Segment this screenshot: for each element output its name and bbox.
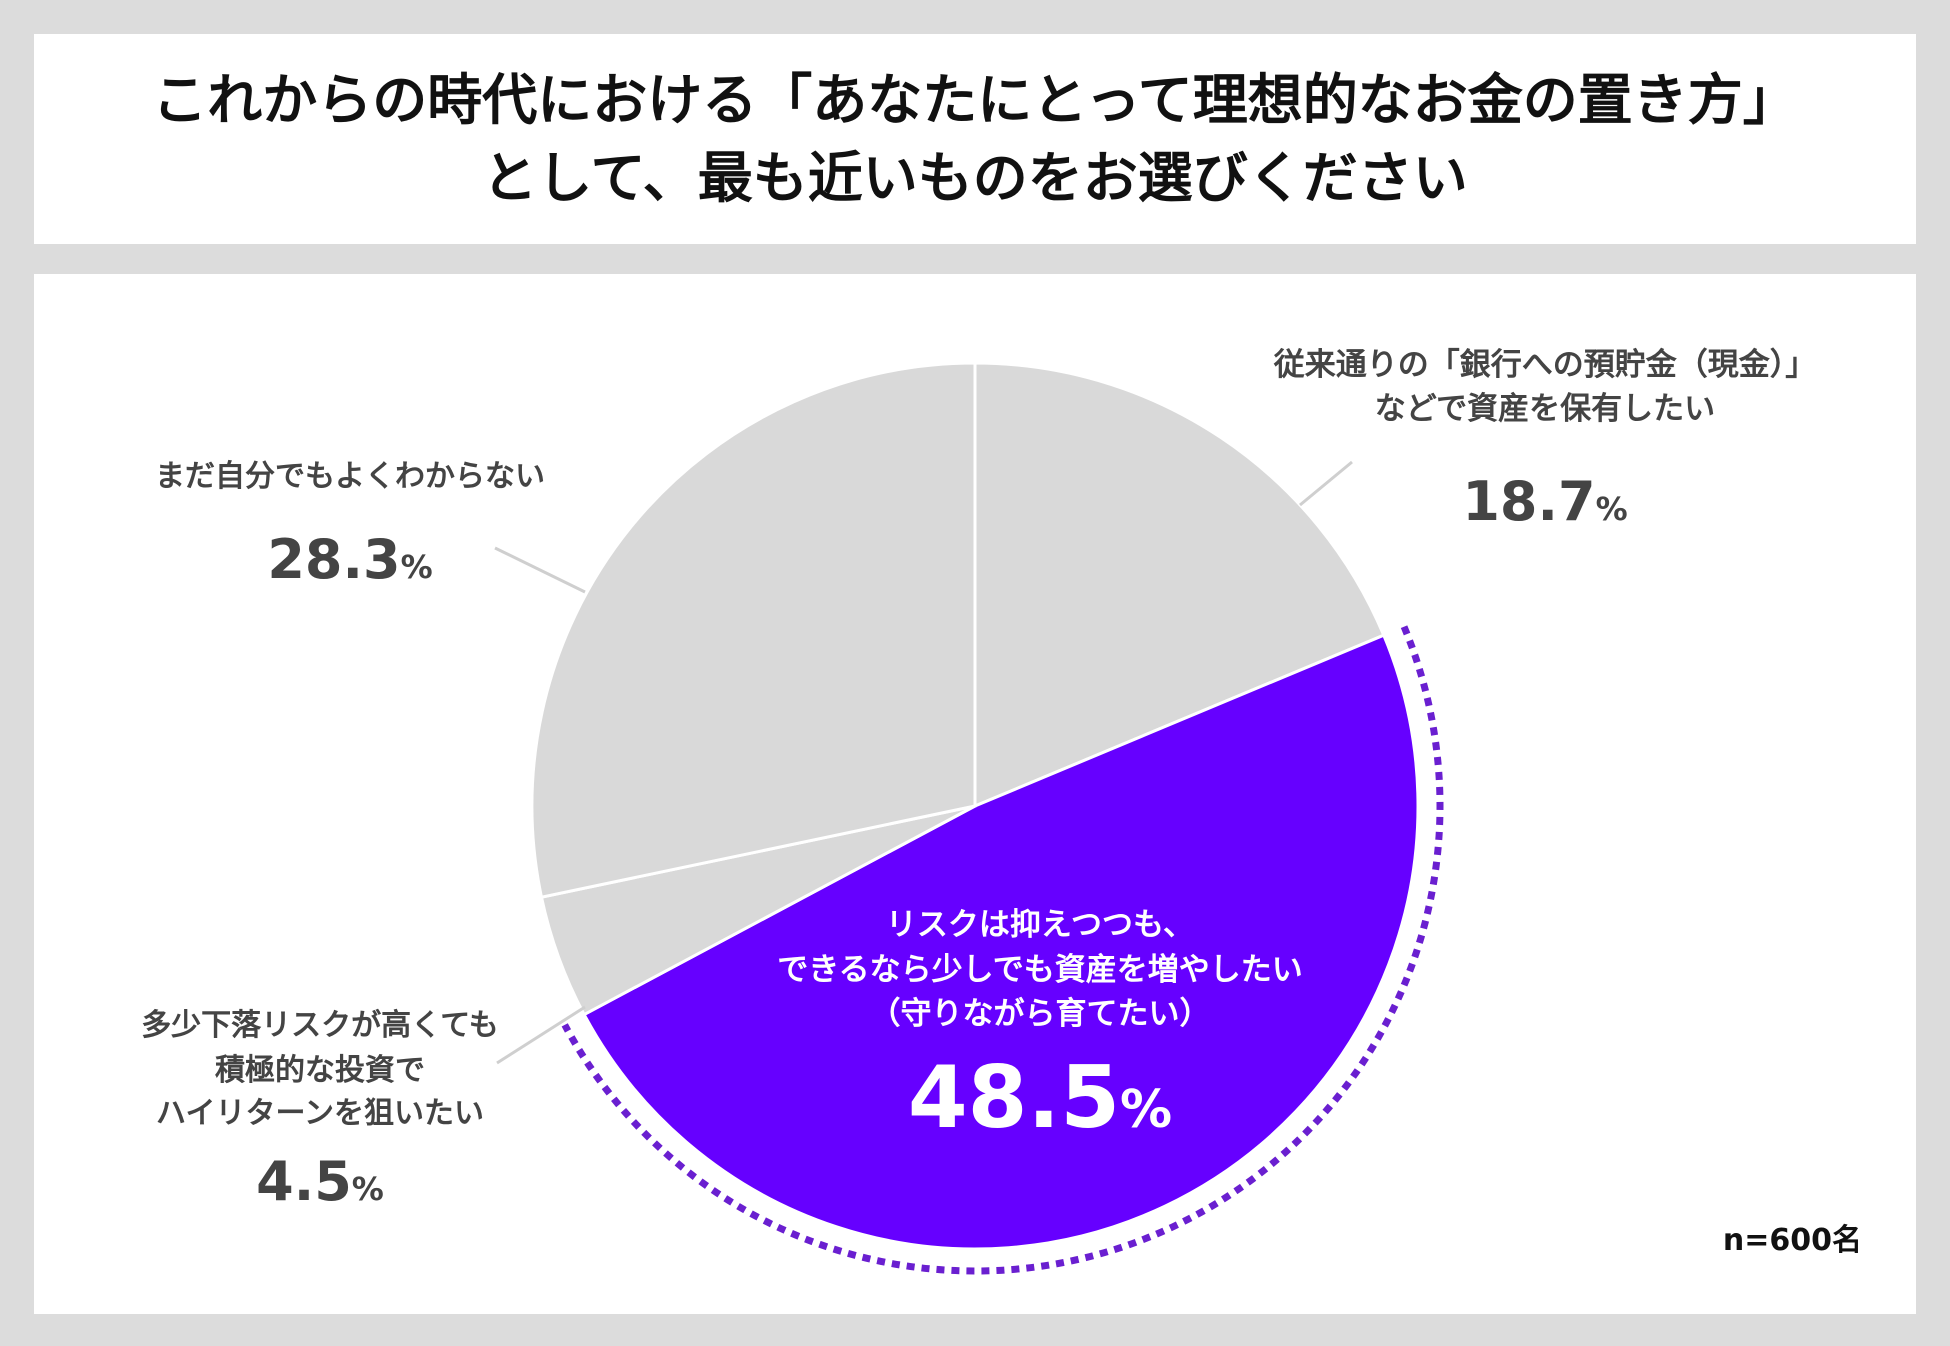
leader-line-bank-savings bbox=[1299, 460, 1353, 507]
title-line-1: これからの時代における「あなたにとって理想的なお金の置き方」 bbox=[152, 68, 1798, 132]
title-line-2: として、最も近いものをお選びください bbox=[482, 146, 1468, 210]
slice-label-bank-savings: などで資産を保有したい bbox=[1375, 391, 1715, 427]
sample-size-note: n=600名 bbox=[1723, 1223, 1862, 1258]
slice-value-high-return: 4.5% bbox=[256, 1150, 384, 1213]
slice-label-not-sure: まだ自分でもよくわからない bbox=[155, 459, 545, 494]
slice-label-bank-savings: 従来通りの「銀行への預貯金（現金）」 bbox=[1273, 347, 1817, 383]
slice-label-high-return: ハイリターンを狙いたい bbox=[156, 1096, 484, 1131]
pie-slice-not-sure bbox=[530, 361, 977, 899]
slice-label-protect-and-grow: （守りながら育てたい） bbox=[870, 996, 1211, 1032]
leader-line-not-sure bbox=[494, 546, 586, 594]
slice-label-high-return: 積極的な投資で bbox=[215, 1053, 425, 1088]
pie-slice-bank-savings bbox=[973, 361, 1386, 809]
slice-value-bank-savings: 18.7% bbox=[1462, 470, 1627, 533]
slice-label-protect-and-grow: できるなら少しでも資産を増やしたい bbox=[777, 952, 1302, 988]
slice-value-not-sure: 28.3% bbox=[267, 528, 432, 591]
leader-line-high-return bbox=[496, 1005, 586, 1065]
chart-title: これからの時代における「あなたにとって理想的なお金の置き方」 として、最も近いも… bbox=[34, 34, 1916, 244]
slice-value-protect-and-grow: 48.5% bbox=[908, 1048, 1172, 1148]
pie-slice-protect-and-grow bbox=[582, 633, 1420, 1251]
slice-label-protect-and-grow: リスクは抑えつつも、 bbox=[886, 907, 1194, 943]
highlight-dotted-border bbox=[561, 625, 1444, 1275]
slice-label-high-return: 多少下落リスクが高くても bbox=[141, 1008, 499, 1043]
